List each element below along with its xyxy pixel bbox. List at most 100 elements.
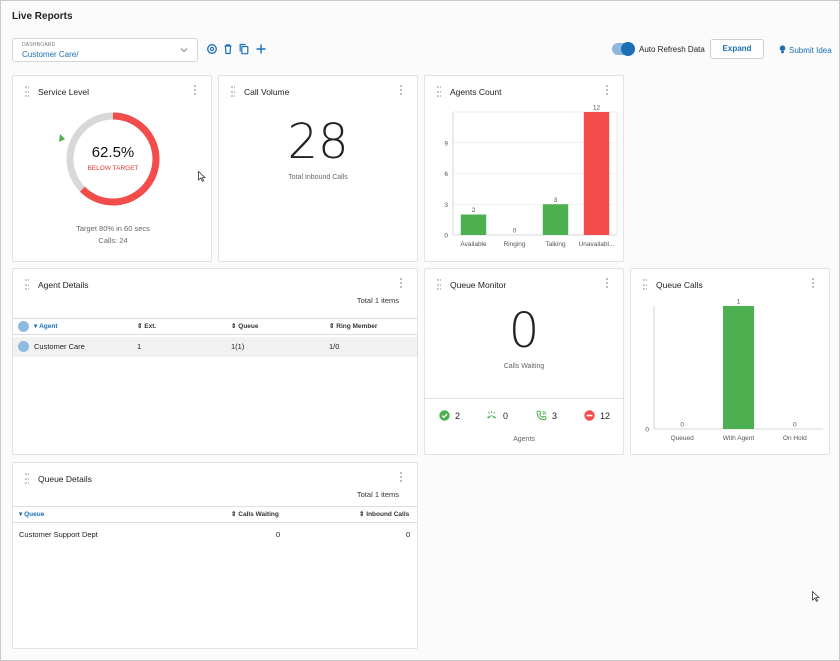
expand-all-icon[interactable]: [18, 321, 29, 332]
x-tick-label: Unavailabl...: [579, 241, 615, 248]
column-calls-waiting[interactable]: ⇕ Calls Waiting: [231, 511, 279, 518]
check-circle-icon: [439, 410, 450, 421]
table-row[interactable]: Customer Support Dept 0 0: [13, 525, 417, 545]
y-tick-label: 3: [444, 202, 448, 209]
submit-idea-label: Submit Idea: [789, 46, 832, 55]
dashboard-select-value: Customer Care/: [22, 50, 79, 59]
drag-handle-icon[interactable]: [437, 279, 441, 290]
cell-ring-member: 1/0: [329, 342, 340, 351]
table-total: Total 1 items: [356, 490, 399, 499]
bar-value-label: 2: [472, 207, 476, 214]
bar-value-label: 0: [680, 422, 684, 429]
column-queue[interactable]: ▾ Queue: [19, 511, 45, 518]
call-volume-caption: Total Inbound Calls: [288, 174, 348, 181]
column-queue[interactable]: ⇕ Queue: [231, 323, 259, 330]
call-volume-card: Call Volume 28 Total Inbound Calls: [218, 75, 418, 262]
toggle-knob: [621, 42, 635, 56]
call-volume-value: 28: [287, 114, 349, 170]
bar: [460, 214, 487, 235]
agents-count-card: Agents Count 0 3 6 9 2 Available 0 Ringing 3 Talk…: [424, 75, 624, 262]
more-menu-icon[interactable]: [399, 472, 403, 485]
dashboard-select-label: DASHBOARD: [22, 42, 56, 48]
more-menu-icon[interactable]: [193, 85, 197, 98]
drag-handle-icon[interactable]: [25, 279, 29, 290]
queue-calls-chart: 0 0 Queued 1 With Agent 0 On Hold: [645, 299, 823, 442]
drag-handle-icon[interactable]: [437, 86, 441, 97]
calls-waiting-value: 0: [508, 303, 540, 359]
table-header: ▾ Agent ⇕ Ext. ⇕ Queue ⇕ Ring Member: [13, 318, 417, 335]
column-ring-member[interactable]: ⇕ Ring Member: [329, 323, 378, 330]
queue-details-card: Queue Details Total 1 items ▾ Queue ⇕ Ca…: [12, 462, 418, 649]
agents-stats-label: Agents: [513, 436, 535, 443]
ringing-count: 0: [503, 411, 509, 421]
x-tick-label: Available: [460, 241, 487, 248]
y-tick-label: 9: [444, 140, 448, 147]
more-menu-icon[interactable]: [811, 278, 815, 291]
drag-handle-icon[interactable]: [25, 86, 29, 97]
drag-handle-icon[interactable]: [25, 473, 29, 484]
bar: [583, 112, 610, 235]
cursor-icon: [812, 591, 820, 602]
bar-value-label: 0: [513, 228, 517, 235]
service-level-percent: 62.5%: [91, 144, 135, 161]
card-title: Service Level: [38, 87, 90, 97]
x-tick-label: On Hold: [783, 435, 807, 442]
y-tick-label: 0: [444, 233, 448, 240]
lightbulb-icon: [779, 45, 786, 54]
table-row[interactable]: Customer Care 1 1(1) 1/0: [13, 337, 417, 357]
gauge-arc: [66, 112, 160, 206]
calls-waiting-caption: Calls Waiting: [503, 363, 545, 370]
column-ext[interactable]: ⇕ Ext.: [137, 323, 157, 330]
more-menu-icon[interactable]: [605, 85, 609, 98]
auto-refresh-toggle[interactable]: [612, 42, 635, 56]
trash-icon[interactable]: [222, 43, 234, 55]
plus-icon[interactable]: [255, 43, 267, 55]
cursor-icon: [198, 171, 206, 182]
drag-handle-icon[interactable]: [231, 86, 235, 97]
service-level-calls: Calls: 24: [98, 236, 128, 245]
target-marker-icon: [59, 134, 65, 142]
settings-icon[interactable]: [206, 43, 218, 55]
column-agent[interactable]: ▾ Agent: [34, 323, 58, 330]
phone-ringing-icon: [487, 411, 496, 419]
service-level-card: Service Level 62.5% BELOW TARGET Target …: [12, 75, 212, 262]
agent-details-card: Agent Details Total 1 items ▾ Agent ⇕ Ex…: [12, 268, 418, 455]
column-inbound-calls[interactable]: ⇕ Inbound Calls: [359, 511, 410, 518]
x-tick-label: Queued: [671, 435, 695, 442]
row-expand-icon[interactable]: [18, 341, 29, 352]
card-title: Call Volume: [244, 87, 290, 97]
divider: [425, 398, 623, 399]
service-level-gauge: [59, 112, 160, 206]
service-level-status: BELOW TARGET: [87, 165, 139, 172]
more-menu-icon[interactable]: [399, 278, 403, 291]
y-tick-label: 6: [444, 171, 448, 178]
y-tick-label: 0: [645, 427, 649, 434]
card-title: Agent Details: [38, 280, 89, 290]
queue-calls-card: Queue Calls 0 0 Queued 1 With Agent 0 On Hold: [630, 268, 830, 455]
unavailable-icon: [584, 410, 595, 421]
bar: [542, 204, 569, 235]
chevron-down-icon: [180, 48, 188, 53]
more-menu-icon[interactable]: [399, 85, 403, 98]
auto-refresh-label: Auto Refresh Data: [639, 45, 705, 54]
x-tick-label: Talking: [545, 241, 566, 248]
expand-button[interactable]: Expand: [710, 39, 764, 59]
table-total: Total 1 items: [356, 296, 399, 305]
dashboard-select[interactable]: DASHBOARD Customer Care/: [12, 38, 198, 62]
copy-icon[interactable]: [238, 43, 250, 55]
more-menu-icon[interactable]: [605, 278, 609, 291]
available-count: 2: [455, 411, 461, 421]
cell-ext: 1: [137, 342, 142, 351]
submit-idea-link[interactable]: Submit Idea: [779, 45, 832, 55]
drag-handle-icon[interactable]: [643, 279, 647, 290]
x-tick-label: Ringing: [503, 241, 525, 248]
card-title: Queue Calls: [656, 280, 703, 290]
cell-queue: 1(1): [231, 342, 245, 351]
unavailable-count: 12: [600, 411, 611, 421]
card-title: Queue Details: [38, 474, 92, 484]
card-title: Agents Count: [450, 87, 502, 97]
cell-agent: Customer Care: [34, 342, 85, 351]
bar-value-label: 3: [554, 197, 558, 204]
phone-talking-icon: [536, 410, 547, 421]
